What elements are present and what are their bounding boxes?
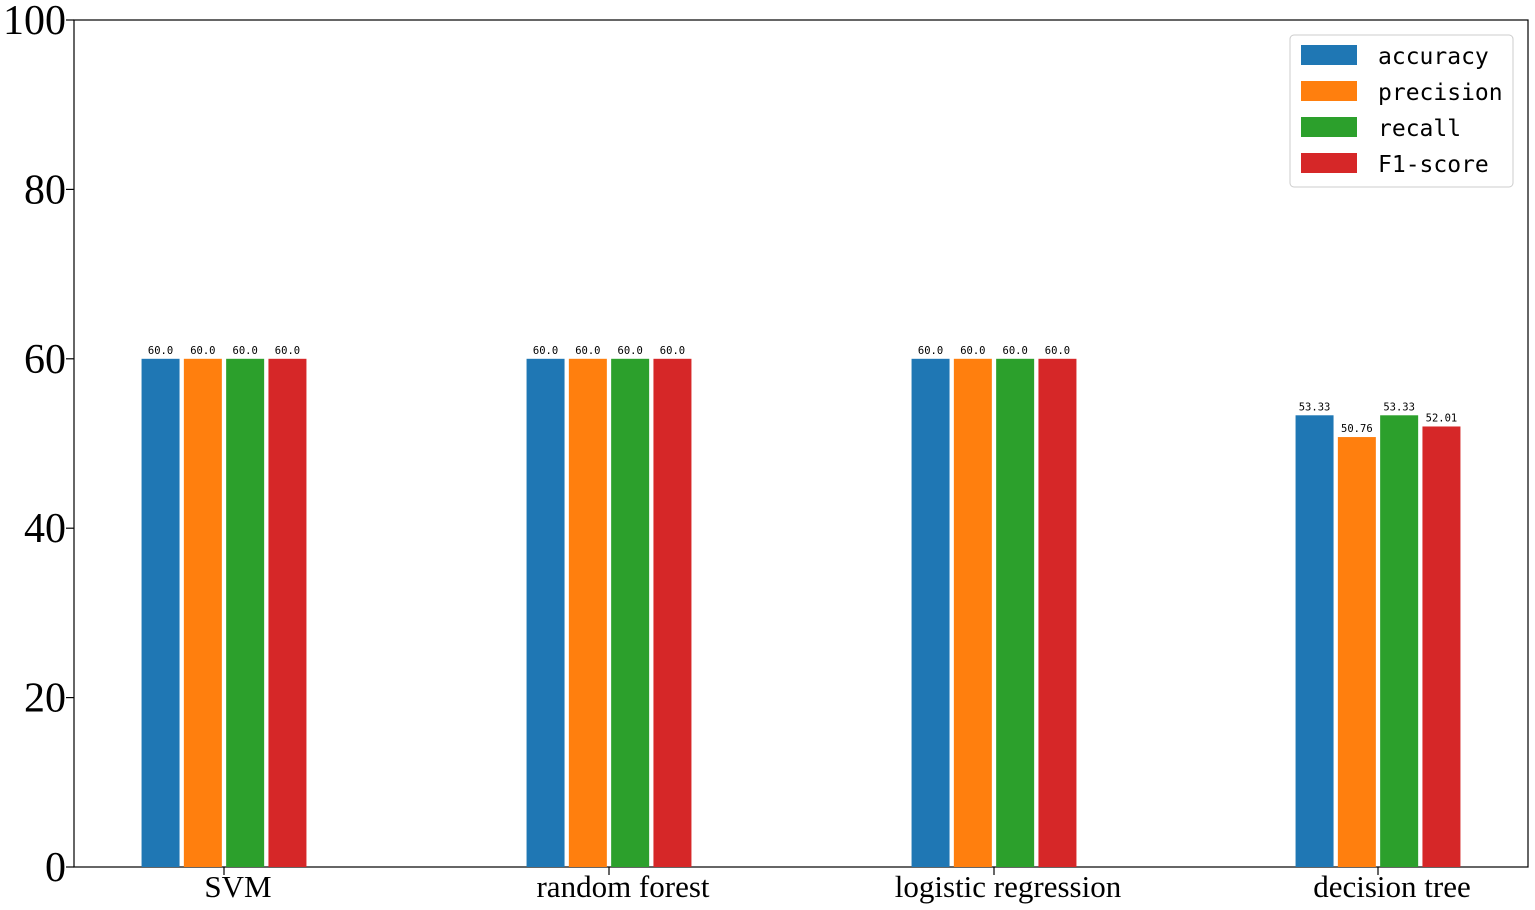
bar-value-label: 60.0 — [918, 345, 943, 357]
bar-accuracy-1 — [526, 358, 565, 867]
bar-value-label: 53.33 — [1383, 401, 1415, 413]
bar-precision-2 — [953, 358, 992, 867]
y-tick-label: 40 — [24, 506, 66, 552]
bar-recall-1 — [611, 358, 650, 867]
legend-swatch — [1301, 81, 1357, 101]
bar-value-label: 60.0 — [533, 345, 558, 357]
x-tick-label: SVM — [204, 869, 271, 904]
y-tick-label: 0 — [45, 845, 66, 891]
bars — [141, 358, 1461, 867]
legend-label: recall — [1378, 116, 1461, 142]
legend-swatch — [1301, 153, 1357, 173]
x-tick-label: decision tree — [1313, 869, 1471, 904]
legend: accuracy precision recall F1-score — [1289, 34, 1514, 188]
plot-area — [73, 19, 1529, 868]
legend-swatch — [1301, 117, 1357, 137]
y-tick-label: 60 — [24, 337, 66, 383]
bar-precision-0 — [183, 358, 222, 867]
bar-f1-score-2 — [1038, 358, 1077, 867]
legend-label: F1-score — [1378, 152, 1489, 178]
x-tick-label: random forest — [536, 869, 709, 904]
bar-recall-0 — [226, 358, 265, 867]
bar-accuracy-0 — [141, 358, 180, 867]
bar-precision-1 — [568, 358, 607, 867]
bar-value-label: 60.0 — [618, 345, 643, 357]
legend-swatch — [1301, 45, 1357, 65]
bar-value-label: 60.0 — [575, 345, 600, 357]
y-tick-label: 80 — [24, 167, 66, 213]
bar-f1-score-3 — [1422, 426, 1461, 867]
legend-box — [1289, 34, 1514, 188]
legend-label: precision — [1378, 80, 1503, 106]
bar-precision-3 — [1337, 437, 1376, 867]
bar-value-label: 60.0 — [148, 345, 173, 357]
x-tick-label: logistic regression — [895, 869, 1122, 904]
bar-recall-2 — [996, 358, 1035, 867]
bar-accuracy-3 — [1295, 415, 1334, 867]
bar-recall-3 — [1380, 415, 1419, 867]
y-axis: 0 20 40 60 80 100 — [3, 0, 74, 891]
bar-f1-score-0 — [268, 358, 307, 867]
bar-value-label: 60.0 — [233, 345, 258, 357]
bar-value-label: 60.0 — [1045, 345, 1070, 357]
legend-label: accuracy — [1378, 44, 1489, 70]
bar-value-label: 60.0 — [190, 345, 215, 357]
bar-value-label: 53.33 — [1299, 401, 1331, 413]
bar-value-label: 52.01 — [1426, 412, 1458, 424]
bar-labels: 60.0 60.0 60.0 60.0 60.0 60.0 60.0 60.0 60.0 60.0… — [148, 345, 1457, 435]
bar-value-label: 60.0 — [660, 345, 685, 357]
bar-accuracy-2 — [911, 358, 950, 867]
bar-value-label: 60.0 — [275, 345, 300, 357]
bar-value-label: 60.0 — [1003, 345, 1028, 357]
y-tick-label: 100 — [3, 0, 66, 44]
bar-value-label: 50.76 — [1341, 423, 1373, 435]
bar-f1-score-1 — [653, 358, 692, 867]
y-tick-label: 20 — [24, 676, 66, 722]
bar-value-label: 60.0 — [960, 345, 985, 357]
x-axis: SVM random forest logistic regression decis… — [204, 867, 1471, 904]
